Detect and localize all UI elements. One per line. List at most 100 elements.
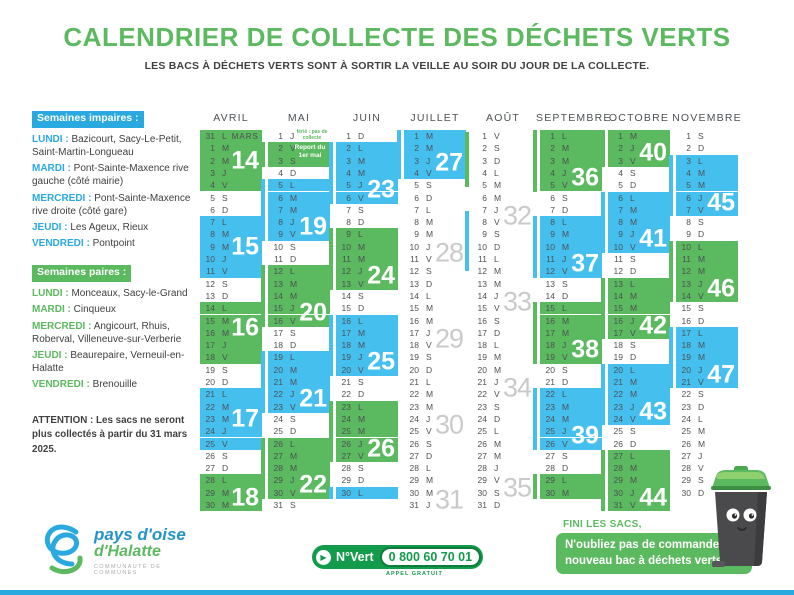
day-number: 3 [686, 155, 691, 166]
legend-places-text: Les Ageux, Rieux [70, 221, 149, 233]
day-number: 20 [205, 377, 215, 387]
day-number: 3 [414, 155, 419, 166]
day-letter: V [426, 254, 432, 264]
day-row: 20 V [336, 363, 398, 376]
day-number: 23 [341, 401, 351, 412]
day-number: 30 [681, 487, 691, 498]
day-letter: D [426, 364, 433, 375]
day-letter: V [630, 500, 636, 510]
legend-places-text: Angicourt, Rhuis, Roberval, Villeneuve-s… [32, 320, 182, 345]
day-number: 1 [278, 131, 283, 141]
week-continuation-strip [261, 437, 265, 499]
day-letter: M [222, 155, 230, 166]
day-number: 13 [545, 278, 555, 289]
day-number: 21 [409, 377, 419, 387]
day-number: 6 [278, 192, 283, 203]
day-number: 29 [341, 475, 351, 486]
day-number: 29 [613, 475, 623, 486]
day-row: 18 L [472, 339, 534, 351]
day-letter: D [290, 254, 297, 264]
day-number: 1 [618, 131, 623, 141]
logo: pays d'oise d'Halatte COMMUNAUTÉ DE COMM… [38, 516, 208, 588]
day-row: 14 S [336, 290, 398, 302]
day-number: 31 [613, 500, 623, 510]
day-row: 24 M [540, 412, 602, 426]
day-row: 30 J [608, 486, 670, 499]
day-letter: J [562, 254, 567, 264]
day-number: 10 [409, 241, 419, 252]
day-number: 26 [409, 438, 419, 449]
month-juillet: JUILLET 1 M 2 M 3 J 4 V 5 S 6 D 7 L 8 M 9 M 10 J 11 V 12 S 13 D 14 L… [404, 112, 466, 532]
day-number: 5 [278, 180, 283, 191]
day-number: 1 [686, 131, 691, 141]
day-letter: S [562, 450, 568, 461]
day-number: 1 [210, 143, 215, 154]
day-letter: M [698, 340, 706, 351]
week-number: 22 [299, 470, 327, 499]
day-letter: M [426, 401, 434, 412]
day-letter: M [222, 487, 230, 498]
day-number: 20 [273, 364, 283, 375]
legend-entry: JEUDI : Beaurepaire, Verneuil-en-Halatte [32, 349, 202, 375]
day-letter: J [562, 340, 567, 351]
day-row: 19 S [200, 364, 262, 376]
day-letter: M [426, 131, 434, 141]
day-row: 22 D [336, 388, 398, 400]
day-row: 18 D [268, 339, 330, 351]
day-letter: J [290, 131, 295, 141]
day-letter: V [426, 167, 432, 178]
day-number: 23 [613, 401, 623, 412]
day-row: 30 M [404, 487, 466, 499]
month-juin: JUIN 1 D 2 L 3 M 4 M 5 J 6 V 7 S 8 D 9 L 10 M 11 M 12 J 13 V 14 S 15 D… [336, 112, 398, 532]
day-number: 6 [346, 192, 351, 203]
day-row: 20 J [676, 363, 738, 376]
day-letter: D [494, 500, 501, 510]
day-number: 24 [273, 413, 283, 424]
day-number: 27 [477, 450, 487, 461]
day-number: 27 [409, 450, 419, 461]
day-row: 16 S [472, 315, 534, 327]
day-row: 25 M [336, 425, 398, 438]
day-row: 19 S [404, 351, 466, 363]
day-letter: D [630, 180, 637, 191]
day-letter: M [290, 364, 298, 375]
day-letter: M [698, 254, 706, 264]
day-number: 6 [210, 204, 215, 215]
day-letter: M [562, 241, 570, 252]
day-letter: V [562, 438, 568, 449]
day-number: 14 [205, 303, 215, 314]
day-number: 2 [346, 143, 351, 154]
day-number: 8 [618, 217, 623, 228]
day-number: 11 [274, 254, 283, 264]
day-letter: V [358, 364, 364, 375]
day-number: 3 [210, 167, 215, 178]
day-number: 8 [278, 217, 283, 228]
legend-entry: VENDREDI : Brenouille [32, 378, 202, 391]
month-header: SEPTEMBRE [536, 112, 612, 124]
day-number: 3 [618, 155, 623, 166]
day-row: 21 J [472, 376, 534, 388]
day-letter: D [358, 217, 365, 228]
day-number: 23 [681, 401, 691, 412]
day-row: 29 D [336, 474, 398, 486]
week-continuation-strip [533, 474, 537, 499]
day-number: 15 [545, 303, 555, 314]
day-row: 13 M [472, 278, 534, 290]
day-number: 20 [681, 364, 691, 375]
day-row: 26 S [404, 438, 466, 450]
day-letter: D [630, 352, 637, 363]
day-number: 24 [409, 413, 419, 424]
day-letter: L [698, 413, 703, 424]
day-row: 26 J [336, 437, 398, 450]
day-number: 21 [477, 377, 487, 387]
week-number: 44 [639, 483, 667, 512]
day-letter: D [698, 401, 705, 412]
day-row: 22 M [608, 388, 670, 401]
day-row: 28 M [268, 462, 330, 475]
